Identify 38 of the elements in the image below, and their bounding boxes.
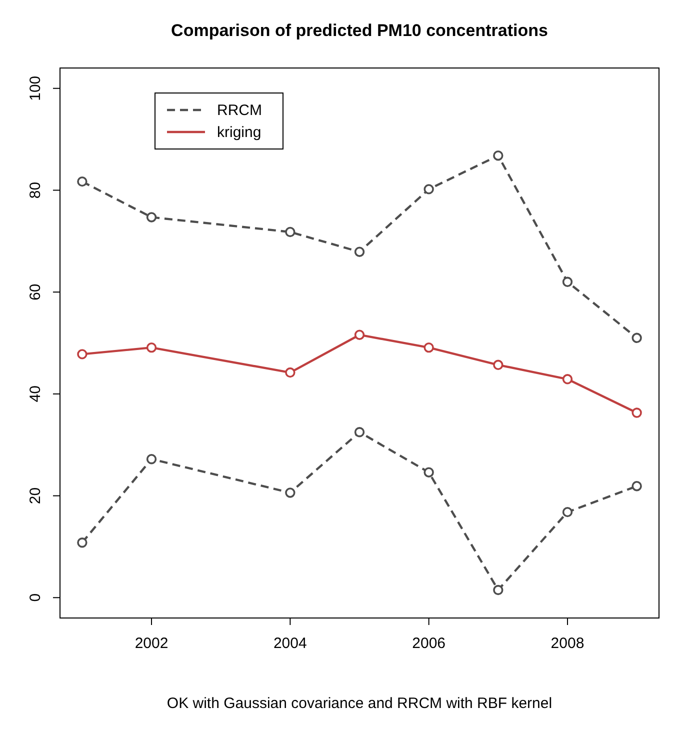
point xyxy=(77,349,88,360)
point xyxy=(493,360,504,370)
point xyxy=(146,454,157,464)
y-tick-label: 0 xyxy=(27,593,44,602)
point xyxy=(146,342,157,353)
point xyxy=(424,342,434,353)
x-tick-label: 2002 xyxy=(134,635,168,652)
point xyxy=(77,176,88,187)
point xyxy=(632,481,642,492)
y-tick-label: 80 xyxy=(27,182,44,199)
x-tick-label: 2004 xyxy=(273,635,307,652)
point xyxy=(285,367,296,378)
point xyxy=(493,584,504,596)
y-tick-label: 20 xyxy=(27,487,44,504)
point xyxy=(424,467,434,478)
chart-title: Comparison of predicted PM10 concentrations xyxy=(171,21,548,40)
point xyxy=(632,332,642,344)
point xyxy=(146,212,157,222)
point xyxy=(354,246,365,257)
x-axis-title: OK with Gaussian covariance and RRCM with RBF kernel xyxy=(166,695,552,712)
legend-label: kriging xyxy=(217,124,262,141)
point xyxy=(562,506,573,518)
point xyxy=(354,330,365,340)
point xyxy=(562,276,573,287)
point xyxy=(354,427,365,438)
y-tick-label: 60 xyxy=(27,284,44,300)
point xyxy=(424,184,434,194)
point xyxy=(493,150,504,161)
point xyxy=(77,538,88,548)
point xyxy=(562,374,573,384)
x-tick-label: 2008 xyxy=(550,635,584,652)
point xyxy=(285,488,296,498)
x-tick-label: 2006 xyxy=(412,635,446,652)
y-tick-label: 100 xyxy=(27,76,44,101)
legend-label: RRCM xyxy=(217,102,262,119)
point xyxy=(632,408,642,418)
y-tick-label: 40 xyxy=(27,386,44,402)
point xyxy=(285,226,296,238)
